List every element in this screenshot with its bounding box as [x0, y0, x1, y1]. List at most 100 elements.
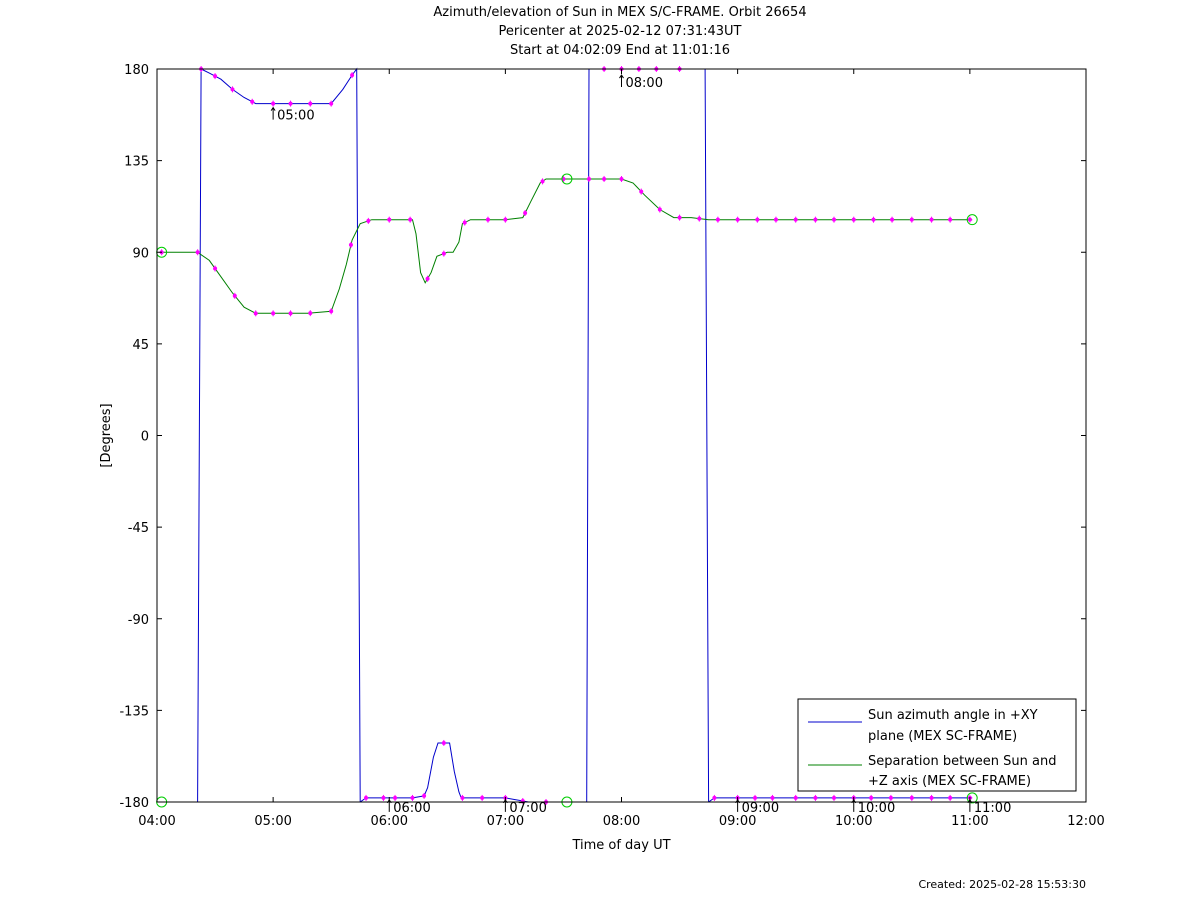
- y-tick-label: 135: [124, 155, 149, 170]
- x-tick-label: 11:00: [951, 814, 988, 829]
- legend-label-separation-line2: +Z axis (MEX SC-FRAME): [868, 774, 1031, 789]
- marker-point-azimuth: [712, 795, 717, 800]
- marker-point-azimuth: [813, 795, 818, 800]
- marker-point-azimuth: [460, 795, 465, 800]
- endpoint-circle: [966, 792, 978, 804]
- marker-point-azimuth: [288, 101, 293, 106]
- marker-point-azimuth: [410, 795, 415, 800]
- annotation-arrow-head: [851, 798, 857, 804]
- annotation-label: 06:00: [393, 801, 430, 816]
- marker-point-separation: [677, 215, 682, 220]
- marker-point-separation: [425, 276, 430, 281]
- y-tick-label: -135: [119, 704, 149, 719]
- marker-point-separation: [586, 176, 591, 181]
- chart-subtitle-pericenter: Pericenter at 2025-02-12 07:31:43UT: [498, 24, 742, 39]
- marker-point-separation: [735, 217, 740, 222]
- legend: Sun azimuth angle in +XY plane (MEX SC-F…: [797, 698, 1077, 792]
- marker-point-separation: [871, 217, 876, 222]
- marker-point-azimuth: [393, 795, 398, 800]
- marker-point-separation: [639, 189, 644, 194]
- legend-label-azimuth-line2: plane (MEX SC-FRAME): [868, 729, 1017, 744]
- marker-point-azimuth: [213, 74, 218, 79]
- marker-point-separation: [540, 179, 545, 184]
- series-line-separation: [161, 178, 973, 314]
- marker-point-separation: [929, 217, 934, 222]
- annotation-arrow-head: [967, 798, 973, 804]
- marker-point-separation: [485, 217, 490, 222]
- marker-point-separation: [195, 250, 200, 255]
- chart-subtitle-start-end: Start at 04:02:09 End at 11:01:16: [509, 43, 731, 58]
- annotation-label: 05:00: [277, 109, 314, 124]
- endpoint-circle: [561, 173, 573, 185]
- marker-point-separation: [890, 217, 895, 222]
- axis-ticks: 04:00 05:00 06:00 07:00 08:00 09:00 10:00 11:00…: [119, 63, 1104, 829]
- y-tick-label: 45: [132, 338, 149, 353]
- marker-point-azimuth: [422, 793, 427, 798]
- marker-point-separation: [288, 311, 293, 316]
- marker-point-azimuth: [350, 73, 355, 78]
- marker-point-azimuth: [250, 99, 255, 104]
- legend-label-separation-line1: Separation between Sun and: [868, 754, 1056, 769]
- marker-point-azimuth: [329, 101, 334, 106]
- marker-point-azimuth: [364, 795, 369, 800]
- x-tick-label: 04:00: [138, 814, 175, 829]
- x-axis-label: Time of day UT: [571, 838, 670, 853]
- marker-point-azimuth: [230, 87, 235, 92]
- marker-point-separation: [948, 217, 953, 222]
- created-timestamp: Created: 2025-02-28 15:53:30: [918, 878, 1086, 891]
- marker-point-separation: [308, 311, 313, 316]
- marker-point-separation: [619, 176, 624, 181]
- x-tick-label: 08:00: [603, 814, 640, 829]
- x-tick-label: 12:00: [1067, 814, 1104, 829]
- annotation-arrow-head: [502, 798, 508, 804]
- marker-point-separation: [773, 217, 778, 222]
- marker-point-azimuth: [441, 740, 446, 745]
- annotation-arrow-head: [386, 798, 392, 804]
- x-tick-label: 05:00: [254, 814, 291, 829]
- annotation-label: 10:00: [858, 801, 895, 816]
- annotation-label: 08:00: [626, 76, 663, 91]
- marker-point-separation: [387, 217, 392, 222]
- y-tick-label: -90: [128, 613, 149, 628]
- y-tick-label: 180: [124, 63, 149, 78]
- marker-point-separation: [697, 216, 702, 221]
- annotation-arrow-head: [735, 798, 741, 804]
- legend-label-azimuth-line1: Sun azimuth angle in +XY: [868, 708, 1038, 723]
- x-tick-label: 07:00: [487, 814, 524, 829]
- marker-point-separation: [813, 217, 818, 222]
- marker-point-separation: [755, 217, 760, 222]
- marker-point-separation: [715, 217, 720, 222]
- marker-point-separation: [271, 311, 276, 316]
- marker-point-separation: [523, 210, 528, 215]
- annotation-label: 09:00: [742, 801, 779, 816]
- marker-point-separation: [851, 217, 856, 222]
- marker-point-separation: [657, 207, 662, 212]
- legend-box: [797, 698, 1077, 792]
- marker-point-separation: [408, 217, 413, 222]
- x-tick-label: 09:00: [719, 814, 756, 829]
- marker-point-separation: [967, 217, 972, 222]
- x-tick-label: 10:00: [835, 814, 872, 829]
- marker-point-azimuth: [770, 795, 775, 800]
- series-line-azimuth: [161, 68, 202, 803]
- marker-layer: [156, 66, 978, 808]
- marker-point-azimuth: [271, 101, 276, 106]
- marker-point-azimuth: [888, 795, 893, 800]
- marker-point-azimuth: [753, 795, 758, 800]
- marker-point-separation: [253, 311, 258, 316]
- annotation-arrow-head: [270, 106, 276, 111]
- marker-point-separation: [232, 293, 237, 298]
- marker-point-separation: [213, 266, 218, 271]
- y-tick-label: -180: [119, 796, 149, 811]
- marker-point-azimuth: [308, 101, 313, 106]
- y-tick-label: -45: [128, 521, 149, 536]
- chart-title: Azimuth/elevation of Sun in MEX S/C-FRAM…: [433, 5, 807, 20]
- marker-point-azimuth: [948, 795, 953, 800]
- marker-point-azimuth: [793, 795, 798, 800]
- marker-point-separation: [329, 309, 334, 314]
- annotation-label: 07:00: [509, 801, 546, 816]
- y-tick-label: 0: [141, 430, 149, 445]
- marker-point-separation: [441, 251, 446, 256]
- annotation-label: 11:00: [974, 801, 1011, 816]
